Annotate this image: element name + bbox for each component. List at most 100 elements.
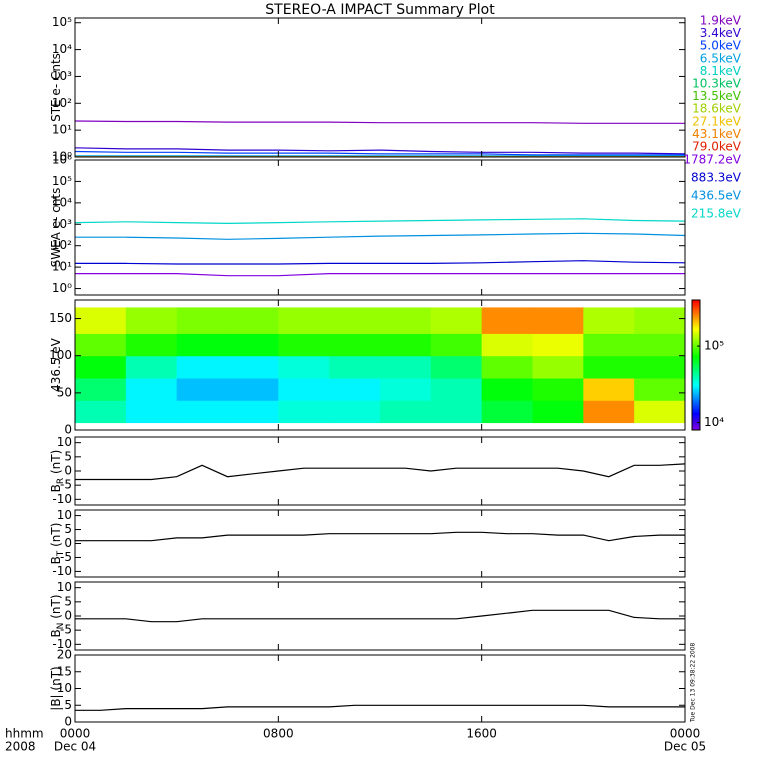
- colorbar-segment: [692, 319, 700, 323]
- y-tick-label: 0: [64, 464, 72, 478]
- x-tick-label: 0000: [670, 727, 701, 741]
- data-line: [75, 273, 685, 277]
- colorbar-segment: [692, 373, 700, 377]
- heatmap-cell: [583, 355, 635, 379]
- x-tick-label: 0000: [60, 727, 91, 741]
- data-line: [75, 609, 685, 623]
- heatmap-cell: [125, 307, 178, 334]
- heatmap-cell: [75, 307, 127, 334]
- heatmap-cell: [227, 307, 279, 334]
- heatmap-cell: [125, 378, 178, 401]
- heatmap-cell: [278, 307, 330, 334]
- colorbar-segment: [692, 321, 700, 325]
- y-tick-label: 10⁴: [52, 195, 72, 209]
- heatmap-cell: [176, 333, 228, 357]
- y-axis-label: BN (nT): [49, 594, 66, 637]
- heatmap-cell: [430, 307, 483, 334]
- y-tick-label: 5: [64, 449, 72, 463]
- colorbar-segment: [692, 306, 700, 310]
- heatmap-cell: [227, 378, 279, 401]
- year-label: 2008: [5, 740, 36, 754]
- heatmap-cell: [329, 378, 381, 401]
- colorbar-segment: [692, 308, 700, 312]
- data-line: [75, 704, 685, 711]
- heatmap-cell: [380, 400, 432, 424]
- heatmap-cell: [430, 333, 483, 357]
- y-tick-label: 50: [57, 385, 72, 399]
- y-tick-label: 10⁶: [52, 153, 72, 167]
- colorbar-segment: [692, 412, 700, 416]
- colorbar-segment: [692, 332, 700, 336]
- colorbar-segment: [692, 339, 700, 342]
- colorbar-segment: [692, 310, 700, 314]
- y-tick-label: 10⁵: [52, 174, 72, 188]
- heatmap-cell: [481, 400, 533, 424]
- heatmap-cell: [481, 355, 533, 379]
- y-tick-label: -10: [52, 564, 72, 578]
- heatmap-cell: [634, 378, 685, 401]
- y-axis-label: 436.5 eV: [49, 337, 63, 392]
- y-tick-label: 10⁵: [52, 15, 72, 29]
- heatmap-cell: [583, 400, 635, 424]
- colorbar-segment: [692, 326, 700, 329]
- colorbar-segment: [692, 417, 700, 420]
- y-tick-label: 10²: [52, 96, 72, 110]
- axes-frame: [74, 299, 686, 431]
- colorbar-segment: [692, 427, 700, 431]
- colorbar-segment: [692, 343, 700, 346]
- panel: [75, 120, 685, 157]
- colorbar-segment: [692, 336, 700, 340]
- y-tick-label: 0: [64, 423, 72, 437]
- colorbar-segment: [692, 393, 700, 396]
- legend-entry: 13.5keV: [692, 89, 742, 103]
- colorbar-segment: [692, 330, 700, 333]
- legend-entry: 6.5keV: [700, 51, 742, 65]
- heatmap-cell: [634, 333, 685, 357]
- panel: [75, 307, 685, 424]
- heatmap-cell: [634, 400, 685, 424]
- colorbar-segment: [692, 349, 700, 353]
- y-axis-label: BT (nT): [49, 523, 66, 565]
- y-tick-label: 10¹: [52, 123, 72, 137]
- colorbar-segment: [692, 302, 700, 305]
- x-date-label: Dec 05: [664, 740, 706, 754]
- y-axis-label: SWEA e- cnts: [49, 188, 63, 268]
- heatmap-cell: [227, 400, 279, 424]
- heatmap-cell: [176, 355, 228, 379]
- y-tick-label: -10: [52, 637, 72, 651]
- panel: [75, 531, 685, 542]
- y-tick-label: -5: [60, 550, 72, 564]
- y-tick-label: -5: [60, 623, 72, 637]
- y-tick-label: 10: [57, 681, 72, 695]
- timestamp: Tue Dec 13 09:38:22 2008: [690, 642, 697, 723]
- colorbar-segment: [692, 406, 700, 409]
- heatmap-cell: [227, 333, 279, 357]
- colorbar-segment: [692, 386, 700, 390]
- heatmap-cell: [583, 307, 635, 334]
- y-tick-label: 10³: [52, 217, 72, 231]
- colorbar-segment: [692, 395, 700, 398]
- colorbar-tick-label: 10⁴: [704, 415, 724, 429]
- y-tick-label: 10²: [52, 238, 72, 252]
- colorbar-segment: [692, 365, 700, 368]
- heatmap-cell: [176, 400, 228, 424]
- heatmap-cell: [583, 378, 635, 401]
- data-line: [75, 150, 685, 156]
- heatmap-cell: [75, 400, 127, 424]
- chart-title: STEREO-A IMPACT Summary Plot: [265, 2, 495, 18]
- y-tick-label: 150: [49, 311, 72, 325]
- y-tick-label: -10: [52, 492, 72, 506]
- heatmap-cell: [380, 378, 432, 401]
- heatmap-cell: [532, 400, 584, 424]
- x-unit-label: hhmm: [5, 727, 44, 741]
- y-tick-label: 10: [57, 508, 72, 522]
- axes-frame: [74, 654, 686, 723]
- colorbar-segment: [692, 341, 700, 344]
- colorbar-segment: [692, 358, 700, 362]
- y-tick-label: 5: [64, 594, 72, 608]
- data-line: [75, 120, 685, 124]
- colorbar-segment: [692, 382, 700, 385]
- legend-entry: 1.9keV: [700, 14, 742, 28]
- colorbar-segment: [692, 401, 700, 405]
